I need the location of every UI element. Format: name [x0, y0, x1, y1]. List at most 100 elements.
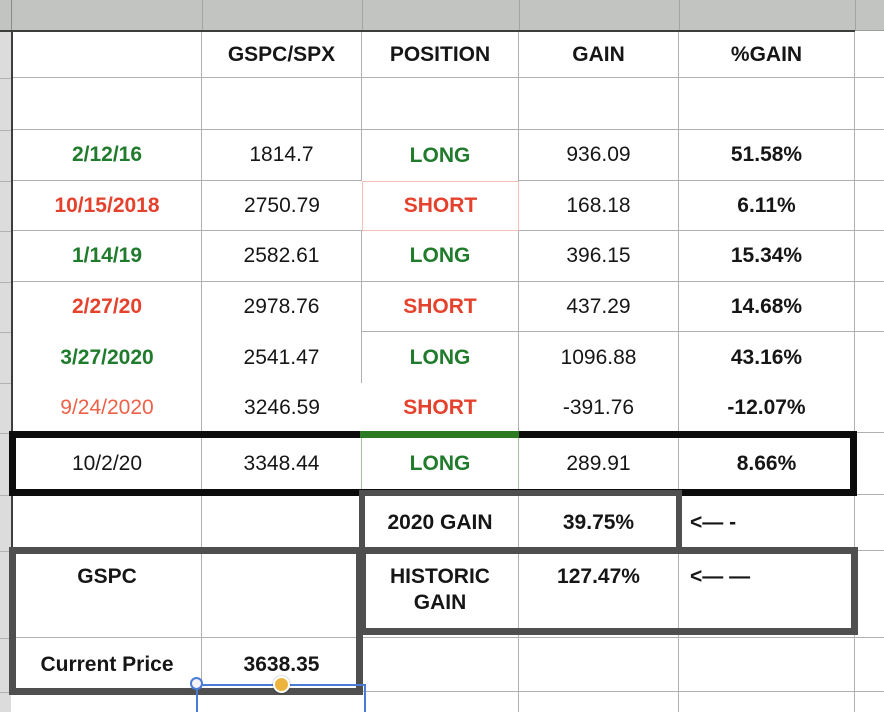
price-cell[interactable]: 2582.61 — [202, 231, 362, 282]
header-gain[interactable]: GAIN — [519, 32, 679, 78]
cell[interactable] — [519, 692, 679, 712]
cell[interactable] — [855, 692, 884, 712]
table-top-edge — [0, 30, 855, 32]
cell[interactable] — [855, 332, 884, 383]
cell[interactable] — [679, 692, 855, 712]
cell[interactable] — [855, 181, 884, 231]
gain-cell[interactable]: 1096.88 — [519, 332, 679, 383]
summary-2020-value[interactable]: 39.75% — [519, 495, 679, 551]
divider — [519, 0, 520, 30]
position-cell[interactable]: SHORT — [362, 181, 519, 231]
cell[interactable] — [855, 383, 884, 433]
gain-cell[interactable]: -391.76 — [519, 383, 679, 433]
cell[interactable] — [13, 692, 202, 712]
divider — [0, 332, 11, 333]
date-cell[interactable]: 2/12/16 — [13, 130, 202, 181]
position-cell[interactable]: LONG — [362, 433, 519, 495]
historic-label-cell[interactable]: HISTORIC GAIN — [362, 551, 519, 638]
cell[interactable] — [855, 433, 884, 495]
date-cell[interactable]: 10/2/20 — [13, 433, 202, 495]
header-pct-gain[interactable]: %GAIN — [679, 32, 855, 78]
cell[interactable] — [679, 638, 855, 692]
gain-cell[interactable]: 396.15 — [519, 231, 679, 282]
cell[interactable] — [855, 551, 884, 638]
header-row: GSPC/SPX POSITION GAIN %GAIN — [13, 32, 884, 78]
cell[interactable] — [202, 78, 362, 130]
autofill-handle[interactable] — [273, 676, 290, 693]
cell[interactable] — [362, 78, 519, 130]
sheet-grid: GSPC/SPX POSITION GAIN %GAIN 2/12/16 181… — [13, 32, 884, 712]
date-cell[interactable]: 1/14/19 — [13, 231, 202, 282]
pct-gain-cell[interactable]: 8.66% — [679, 433, 855, 495]
price-cell[interactable]: 3246.59 — [202, 383, 362, 433]
price-cell[interactable]: 2978.76 — [202, 282, 362, 332]
pct-gain-cell[interactable]: 43.16% — [679, 332, 855, 383]
cell[interactable] — [519, 78, 679, 130]
date-cell[interactable]: 10/15/2018 — [13, 181, 202, 231]
cell[interactable] — [362, 692, 519, 712]
cell[interactable] — [855, 231, 884, 282]
historic-arrow[interactable]: <— — — [679, 551, 855, 638]
divider — [855, 30, 884, 31]
cell[interactable] — [855, 638, 884, 692]
divider — [202, 0, 203, 30]
cell[interactable] — [202, 495, 362, 551]
position-cell[interactable]: SHORT — [362, 282, 519, 332]
gain-cell[interactable]: 289.91 — [519, 433, 679, 495]
cell[interactable] — [855, 282, 884, 332]
position-cell[interactable]: LONG — [362, 332, 519, 383]
current-price-label[interactable]: Current Price — [13, 638, 202, 692]
table-left-edge — [11, 30, 13, 692]
header-date-cell[interactable] — [13, 32, 202, 78]
divider — [0, 231, 11, 232]
cell[interactable] — [855, 78, 884, 130]
cell[interactable] — [855, 495, 884, 551]
cell[interactable] — [13, 495, 202, 551]
date-cell[interactable]: 9/24/2020 — [13, 383, 202, 433]
cell[interactable] — [13, 78, 202, 130]
price-cell[interactable]: 2541.47 — [202, 332, 362, 383]
cell[interactable] — [679, 78, 855, 130]
divider — [855, 0, 856, 30]
price-cell[interactable]: 3348.44 — [202, 433, 362, 495]
position-cell[interactable]: SHORT — [362, 383, 519, 433]
cell[interactable] — [855, 130, 884, 181]
cell[interactable] — [202, 551, 362, 638]
price-cell[interactable]: 2750.79 — [202, 181, 362, 231]
cell[interactable] — [855, 32, 884, 78]
date-cell[interactable]: 2/27/20 — [13, 282, 202, 332]
price-cell[interactable]: 1814.7 — [202, 130, 362, 181]
summary-2020-label[interactable]: 2020 GAIN — [362, 495, 519, 551]
gain-cell[interactable]: 936.09 — [519, 130, 679, 181]
cell[interactable] — [202, 692, 362, 712]
divider — [0, 130, 11, 131]
pct-gain-cell[interactable]: 14.68% — [679, 282, 855, 332]
cell[interactable] — [519, 638, 679, 692]
historic-row: GSPC HISTORIC GAIN 127.47% <— — — [13, 551, 884, 638]
summary-2020-arrow[interactable]: <— - — [679, 495, 855, 551]
pct-gain-cell[interactable]: 15.34% — [679, 231, 855, 282]
gain-cell[interactable]: 168.18 — [519, 181, 679, 231]
divider — [362, 0, 363, 30]
trade-row: 2/27/20 2978.76 SHORT 437.29 14.68% — [13, 282, 884, 332]
pct-gain-cell[interactable]: 51.58% — [679, 130, 855, 181]
symbol-cell[interactable]: GSPC — [13, 551, 202, 638]
divider — [0, 551, 11, 552]
header-position[interactable]: POSITION — [362, 32, 519, 78]
column-header-strip[interactable] — [0, 0, 884, 30]
cell[interactable] — [362, 638, 519, 692]
header-gspc-spx[interactable]: GSPC/SPX — [202, 32, 362, 78]
gain-cell[interactable]: 437.29 — [519, 282, 679, 332]
divider — [679, 0, 680, 30]
position-cell[interactable]: LONG — [362, 231, 519, 282]
selection-resize-handle[interactable] — [190, 677, 203, 690]
historic-value[interactable]: 127.47% — [519, 551, 679, 638]
current-price-row: Current Price 3638.35 — [13, 638, 884, 692]
pct-gain-cell[interactable]: -12.07% — [679, 383, 855, 433]
summary-2020-row: 2020 GAIN 39.75% <— - — [13, 495, 884, 551]
position-cell[interactable]: LONG — [362, 130, 519, 181]
row-header-strip[interactable] — [0, 30, 11, 712]
pct-gain-cell[interactable]: 6.11% — [679, 181, 855, 231]
divider — [0, 383, 11, 384]
date-cell[interactable]: 3/27/2020 — [13, 332, 202, 383]
